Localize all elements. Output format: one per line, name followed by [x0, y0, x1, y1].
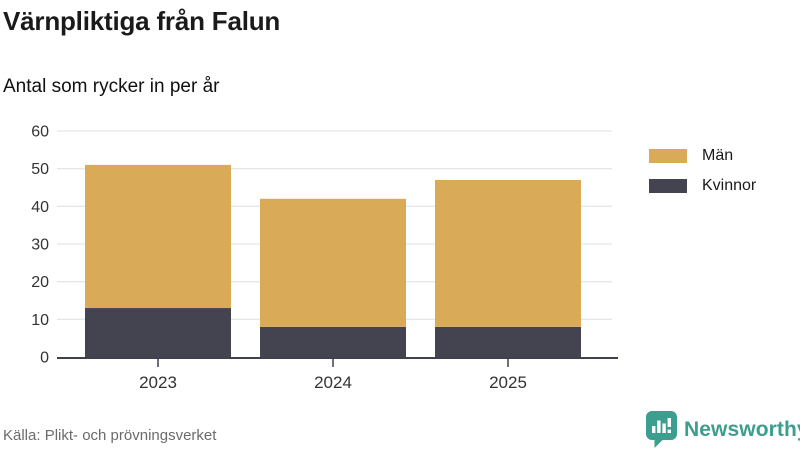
bar-segment-män-2025	[435, 179, 581, 327]
bar-segment-män-2024	[260, 198, 406, 327]
legend-item-kvinnor: Kvinnor	[649, 177, 756, 195]
x-axis-tick-label: 2025	[489, 373, 527, 392]
legend-swatch	[649, 149, 687, 163]
x-axis-tick-label: 2023	[139, 373, 177, 392]
legend-swatch	[649, 179, 687, 193]
legend: Män Kvinnor	[649, 147, 756, 207]
legend-label: Män	[702, 147, 734, 164]
y-axis-tick-label: 20	[31, 274, 49, 291]
newsworthy-bubble-chart-icon	[646, 411, 677, 448]
source-note: Källa: Plikt- och prövningsverket	[3, 427, 217, 444]
bar-segment-kvinnor-2025	[435, 326, 581, 357]
y-axis-tick-label: 30	[31, 237, 49, 254]
legend-item-män: Män	[649, 147, 756, 165]
bar-segment-kvinnor-2024	[260, 326, 406, 357]
y-axis-tick-label: 50	[31, 161, 49, 178]
stacked-bar-chart: 0 10 20 30 40 50 60 2023 2024 2025	[31, 124, 618, 392]
newsworthy-logo-text: Newsworthy	[684, 417, 800, 441]
bar-segment-kvinnor-2023	[85, 308, 231, 357]
legend-label: Kvinnor	[702, 177, 757, 194]
y-axis-tick-label: 60	[31, 124, 49, 141]
y-axis-tick-label: 40	[31, 199, 49, 216]
chart-title: Värnpliktiga från Falun	[3, 6, 281, 36]
newsworthy-logo: Newsworthy	[646, 411, 800, 448]
x-axis-tick-label: 2024	[314, 373, 352, 392]
y-axis-tick-label: 0	[40, 350, 49, 367]
chart-subtitle: Antal som rycker in per år	[3, 76, 220, 97]
bar-segment-män-2023	[85, 164, 231, 309]
y-axis-tick-label: 10	[31, 312, 49, 329]
